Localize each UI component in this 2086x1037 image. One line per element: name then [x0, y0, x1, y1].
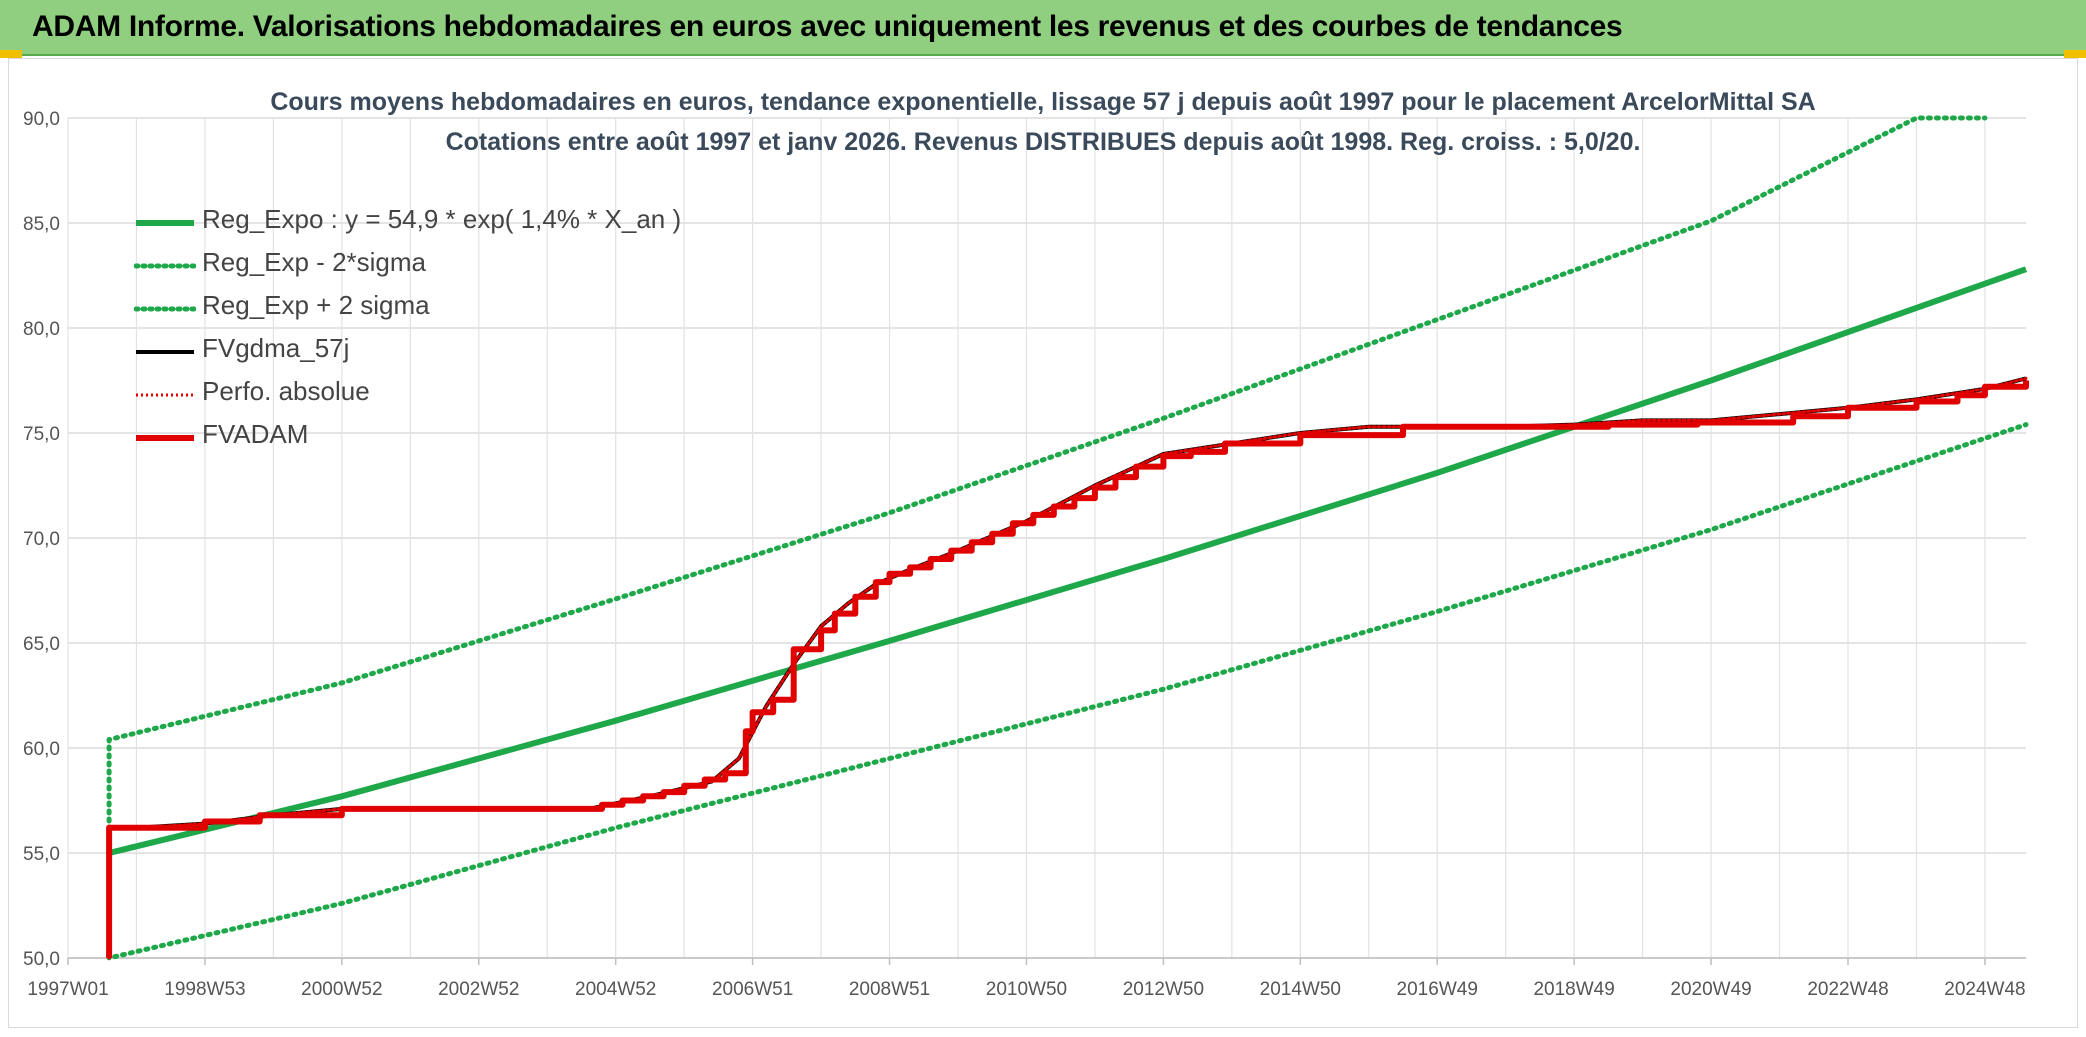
legend-label: Perfo. absolue — [202, 376, 370, 406]
reg-expo-line — [108, 266, 2027, 856]
reg-exp-minus-line — [106, 422, 2029, 961]
x-tick-label: 2014W50 — [1260, 979, 1341, 1000]
y-tick-label: 60,0 — [23, 739, 60, 760]
fvadam-line — [106, 380, 2029, 958]
legend-label: Reg_Exp + 2 sigma — [202, 290, 430, 320]
y-tick-label: 55,0 — [23, 844, 60, 865]
x-tick-label: 2016W49 — [1397, 979, 1478, 1000]
x-tick-label: 2012W50 — [1123, 979, 1204, 1000]
x-tick-label: 2008W51 — [849, 979, 930, 1000]
y-tick-label: 80,0 — [23, 319, 60, 340]
chart-title: Cours moyens hebdomadaires en euros, ten… — [270, 88, 1816, 116]
y-tick-label: 90,0 — [23, 109, 60, 130]
x-tick-label: 2018W49 — [1533, 979, 1614, 1000]
x-tick-label: 2002W52 — [438, 979, 519, 1000]
y-axis: 50,0 55,0 60,0 65,0 70,0 75,0 80,0 85,0 90,0 — [23, 109, 60, 970]
x-tick-label: 2010W50 — [986, 979, 1067, 1000]
x-tick-label: 2004W52 — [575, 979, 656, 1000]
x-tick-label: 2020W49 — [1670, 979, 1751, 1000]
reg-exp-plus-line — [106, 115, 1988, 856]
y-tick-label: 50,0 — [23, 949, 60, 970]
x-tick-label: 2000W52 — [301, 979, 382, 1000]
legend-label: Reg_Expo : y = 54,9 * exp( 1,4% * X_an ) — [202, 204, 682, 234]
chart-subtitle: Cotations entre août 1997 et janv 2026. … — [445, 128, 1641, 156]
y-tick-label: 65,0 — [23, 634, 60, 655]
x-axis: 1997W01 1998W53 2000W52 2002W52 2004W52 2006W… — [27, 957, 2026, 1000]
corner-marker — [0, 50, 22, 58]
grid-lines — [67, 117, 2026, 959]
y-tick-label: 85,0 — [23, 214, 60, 235]
legend-label: Reg_Exp - 2*sigma — [202, 247, 426, 277]
header-bar: ADAM Informe. Valorisations hebdomadaire… — [0, 0, 2086, 56]
chart-frame — [8, 58, 2078, 1028]
y-tick-label: 75,0 — [23, 424, 60, 445]
legend-label: FVgdma_57j — [202, 333, 350, 363]
corner-marker — [2064, 50, 2086, 58]
x-tick-label: 2022W48 — [1807, 979, 1888, 1000]
y-tick-label: 70,0 — [23, 529, 60, 550]
legend-label: FVADAM — [202, 419, 309, 449]
report-title: ADAM Informe. Valorisations hebdomadaire… — [32, 10, 1623, 43]
x-tick-label: 1998W53 — [164, 979, 245, 1000]
x-tick-label: 1997W01 — [27, 979, 108, 1000]
series-layer — [106, 115, 2029, 961]
x-tick-label: 2006W51 — [712, 979, 793, 1000]
x-tick-label: 2024W48 — [1944, 979, 2025, 1000]
